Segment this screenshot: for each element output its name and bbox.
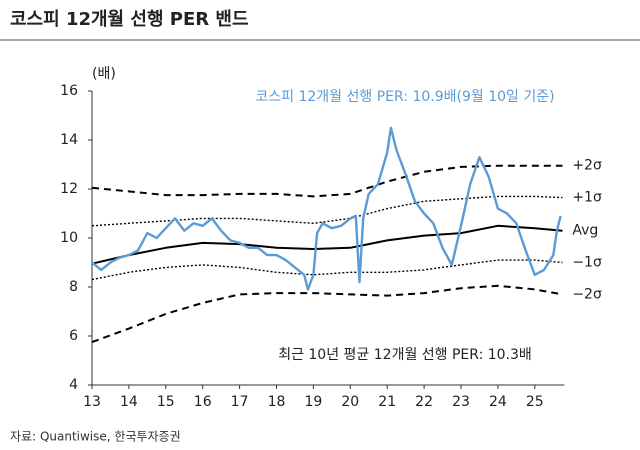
band-label: Avg [572, 223, 598, 239]
y-tick-label: 16 [60, 83, 78, 99]
series-line [91, 164, 563, 198]
x-tick-label: 13 [83, 394, 101, 410]
x-tick-label: 19 [304, 394, 322, 410]
x-tick-label: 18 [268, 394, 286, 410]
chart-title: 코스피 12개월 선행 PER 밴드 [10, 9, 249, 30]
series-line [91, 195, 563, 227]
x-tick-label: 20 [341, 394, 359, 410]
x-tick-label: 15 [157, 394, 175, 410]
y-tick-label: 4 [69, 377, 78, 393]
annotation: 최근 10년 평균 12개월 선행 PER: 10.3배 [278, 347, 532, 363]
x-tick-label: 25 [526, 394, 544, 410]
y-tick-label: 14 [60, 132, 78, 148]
y-tick-label: 8 [69, 279, 78, 295]
x-tick-label: 16 [194, 394, 212, 410]
x-tick-label: 21 [378, 394, 396, 410]
x-tick-label: 17 [231, 394, 249, 410]
y-tick-label: 10 [60, 230, 78, 246]
x-tick-label: 23 [452, 394, 470, 410]
y-tick-label: 6 [69, 328, 78, 344]
series-line [91, 224, 563, 265]
band-label: +1σ [572, 190, 602, 206]
series-line [91, 259, 563, 281]
band-label: −2σ [572, 286, 602, 302]
x-tick-label: 24 [489, 394, 507, 410]
band-label: −1σ [572, 255, 602, 271]
series-line [91, 126, 562, 291]
y-axis-label: (배) [92, 66, 116, 82]
x-tick-label: 14 [120, 394, 138, 410]
series-line [91, 284, 563, 344]
annotation: 코스피 12개월 선행 PER: 10.9배(9월 10일 기준) [255, 89, 554, 105]
y-tick-label: 12 [60, 181, 78, 197]
band-label: +2σ [572, 158, 602, 174]
source: 자료: Quantiwise, 한국투자증권 [10, 430, 181, 444]
x-tick-label: 22 [415, 394, 433, 410]
